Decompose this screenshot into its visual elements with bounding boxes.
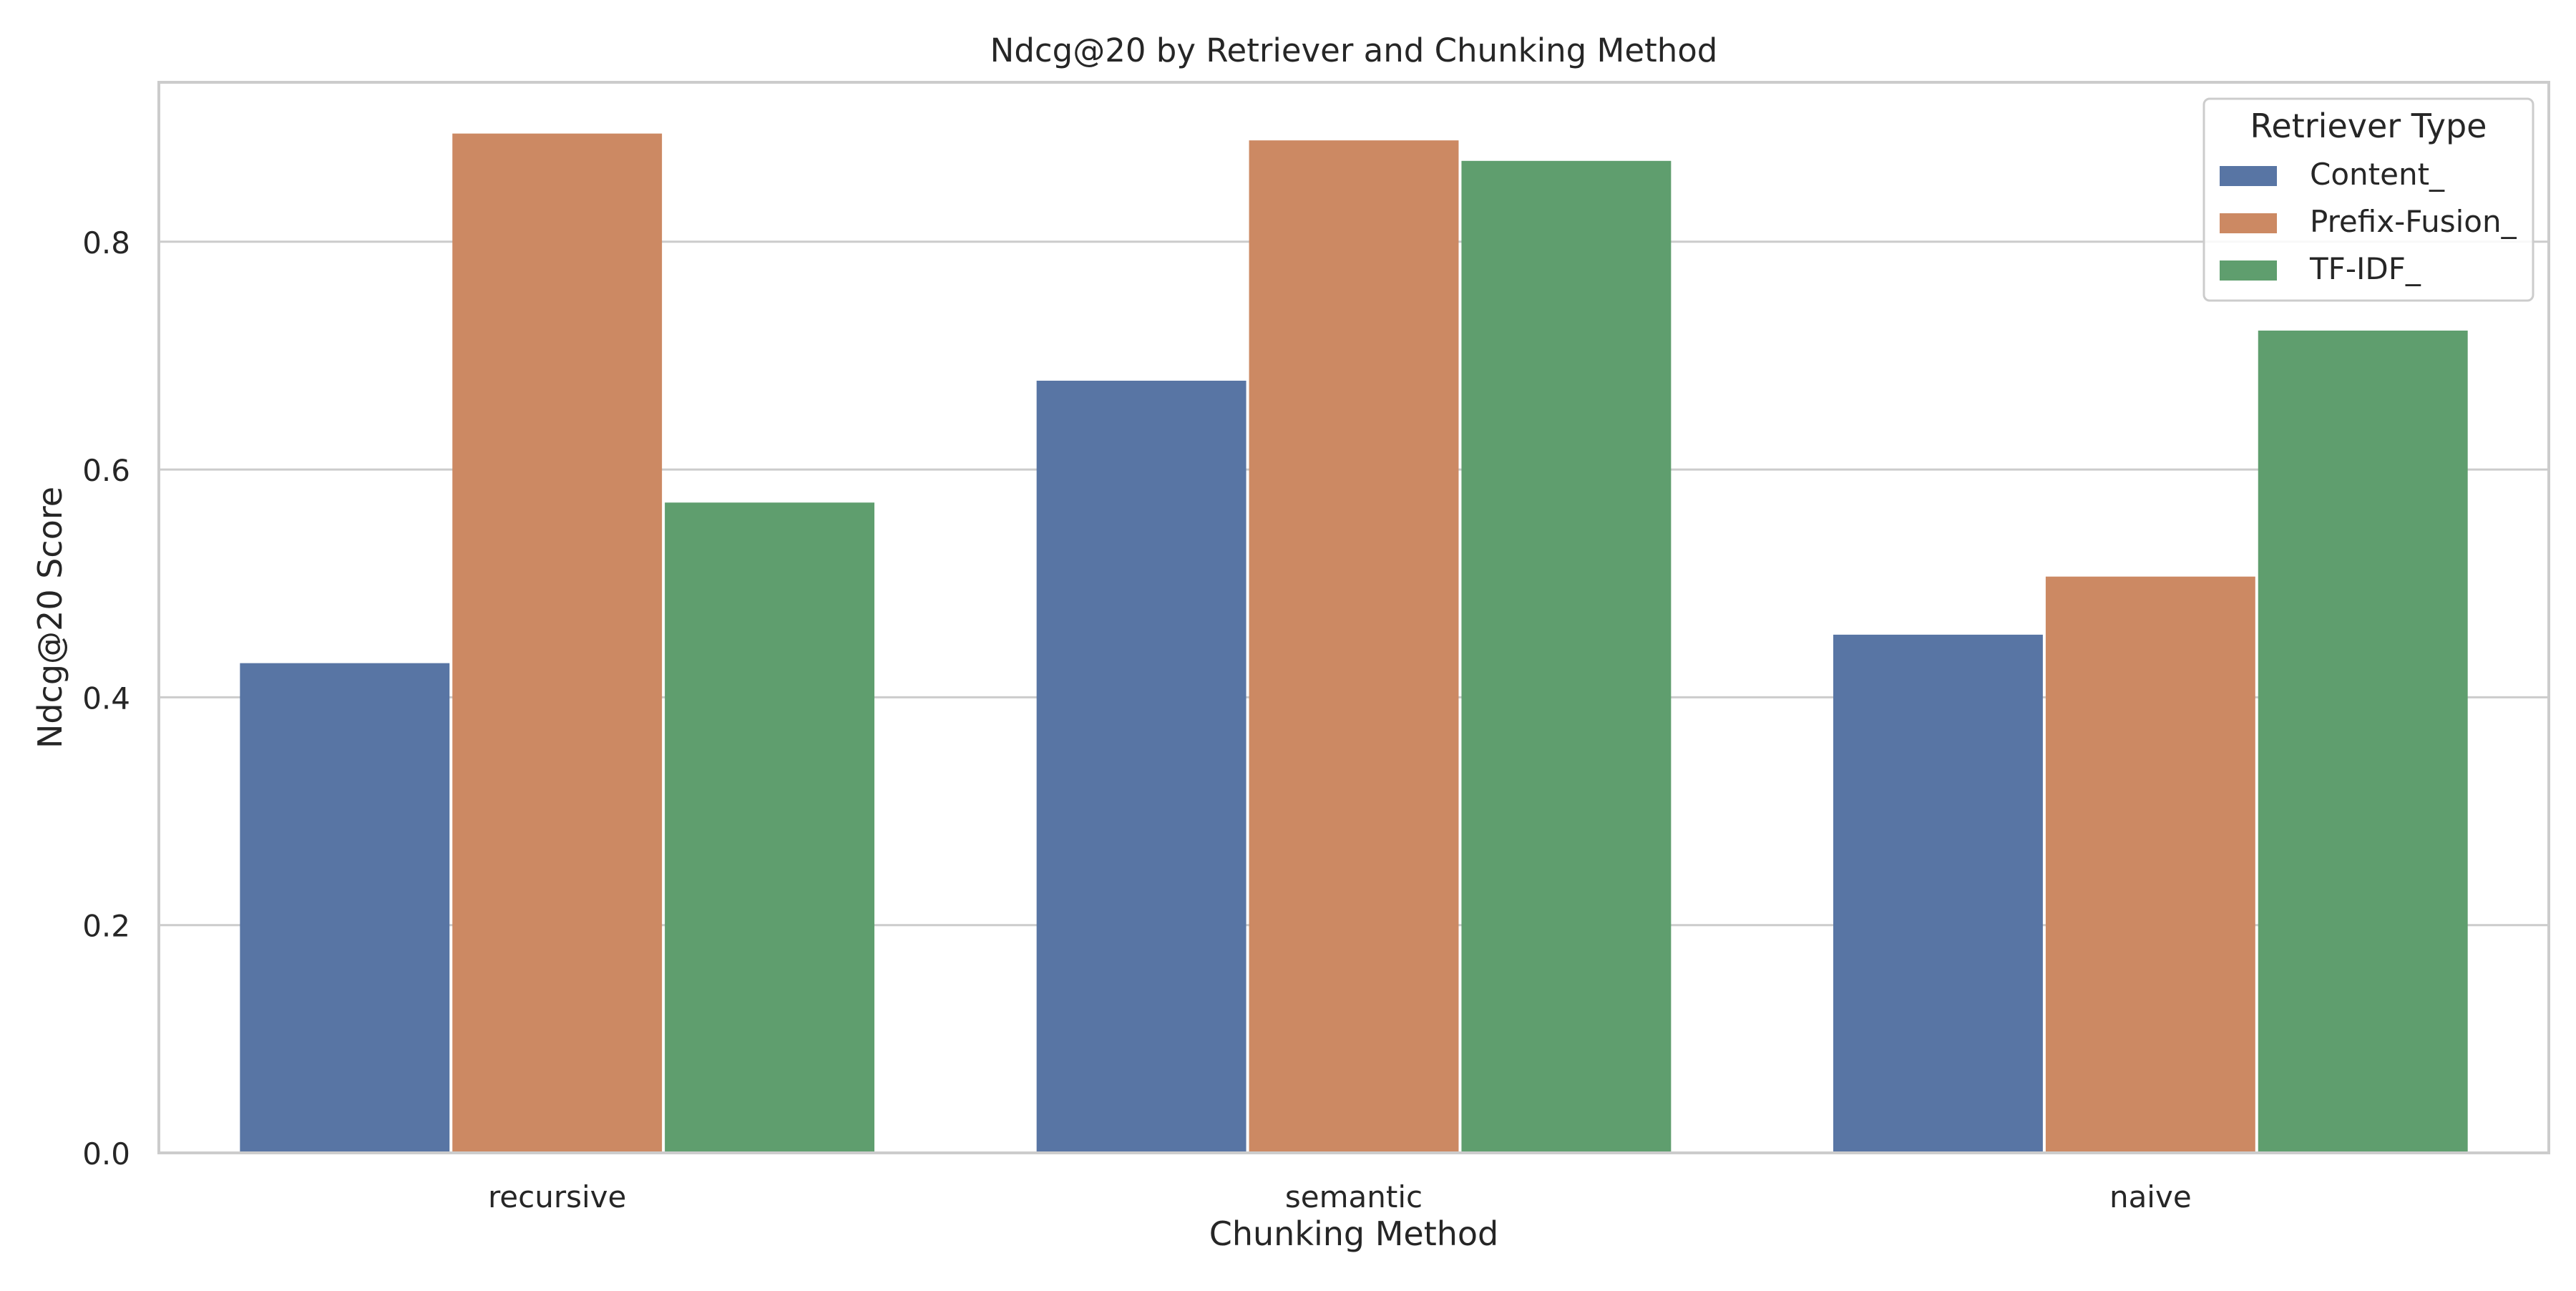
legend-swatch — [2220, 166, 2277, 186]
bar-content-semantic — [1036, 380, 1246, 1153]
y-tick-label: 0.0 — [82, 1136, 130, 1171]
chart-title: Ndcg@20 by Retriever and Chunking Method — [990, 31, 1718, 69]
bar-prefix-fusion-naive — [2045, 576, 2255, 1153]
plot-frame — [157, 81, 2550, 1154]
bar-tf-idf-naive — [2258, 330, 2468, 1153]
legend-label: Prefix-Fusion_ — [2310, 204, 2517, 239]
y-tick-label: 0.2 — [82, 909, 130, 944]
bar-tf-idf-semantic — [1461, 160, 1672, 1154]
x-tick-label: naive — [2109, 1179, 2192, 1214]
bar-prefix-fusion-recursive — [452, 133, 663, 1153]
x-axis-label: Chunking Method — [1209, 1214, 1499, 1253]
y-tick-label: 0.8 — [82, 225, 130, 260]
bars — [240, 133, 2468, 1154]
legend-label: TF-IDF_ — [2309, 251, 2421, 286]
legend: Retriever Type Content_ Prefix-Fusion_ TF-… — [2202, 97, 2534, 302]
y-axis: 0.0 0.2 0.4 0.6 0.8 — [82, 225, 130, 1171]
x-tick-label: recursive — [488, 1179, 626, 1214]
y-tick-label: 0.4 — [82, 681, 130, 716]
bar-tf-idf-recursive — [665, 502, 874, 1153]
legend-box — [2202, 97, 2534, 302]
y-axis-label: Ndcg@20 Score — [31, 487, 69, 749]
legend-label: Content_ — [2310, 157, 2445, 192]
bar-content-naive — [1833, 634, 2043, 1153]
x-axis: recursive semantic naive — [488, 1179, 2192, 1214]
legend-title: Retriever Type — [2250, 107, 2487, 145]
x-tick-label: semantic — [1285, 1179, 1423, 1214]
bar-content-recursive — [240, 663, 450, 1153]
bar-prefix-fusion-semantic — [1249, 140, 1459, 1153]
y-tick-label: 0.6 — [82, 453, 130, 488]
legend-swatch — [2220, 213, 2277, 233]
legend-swatch — [2220, 260, 2277, 281]
